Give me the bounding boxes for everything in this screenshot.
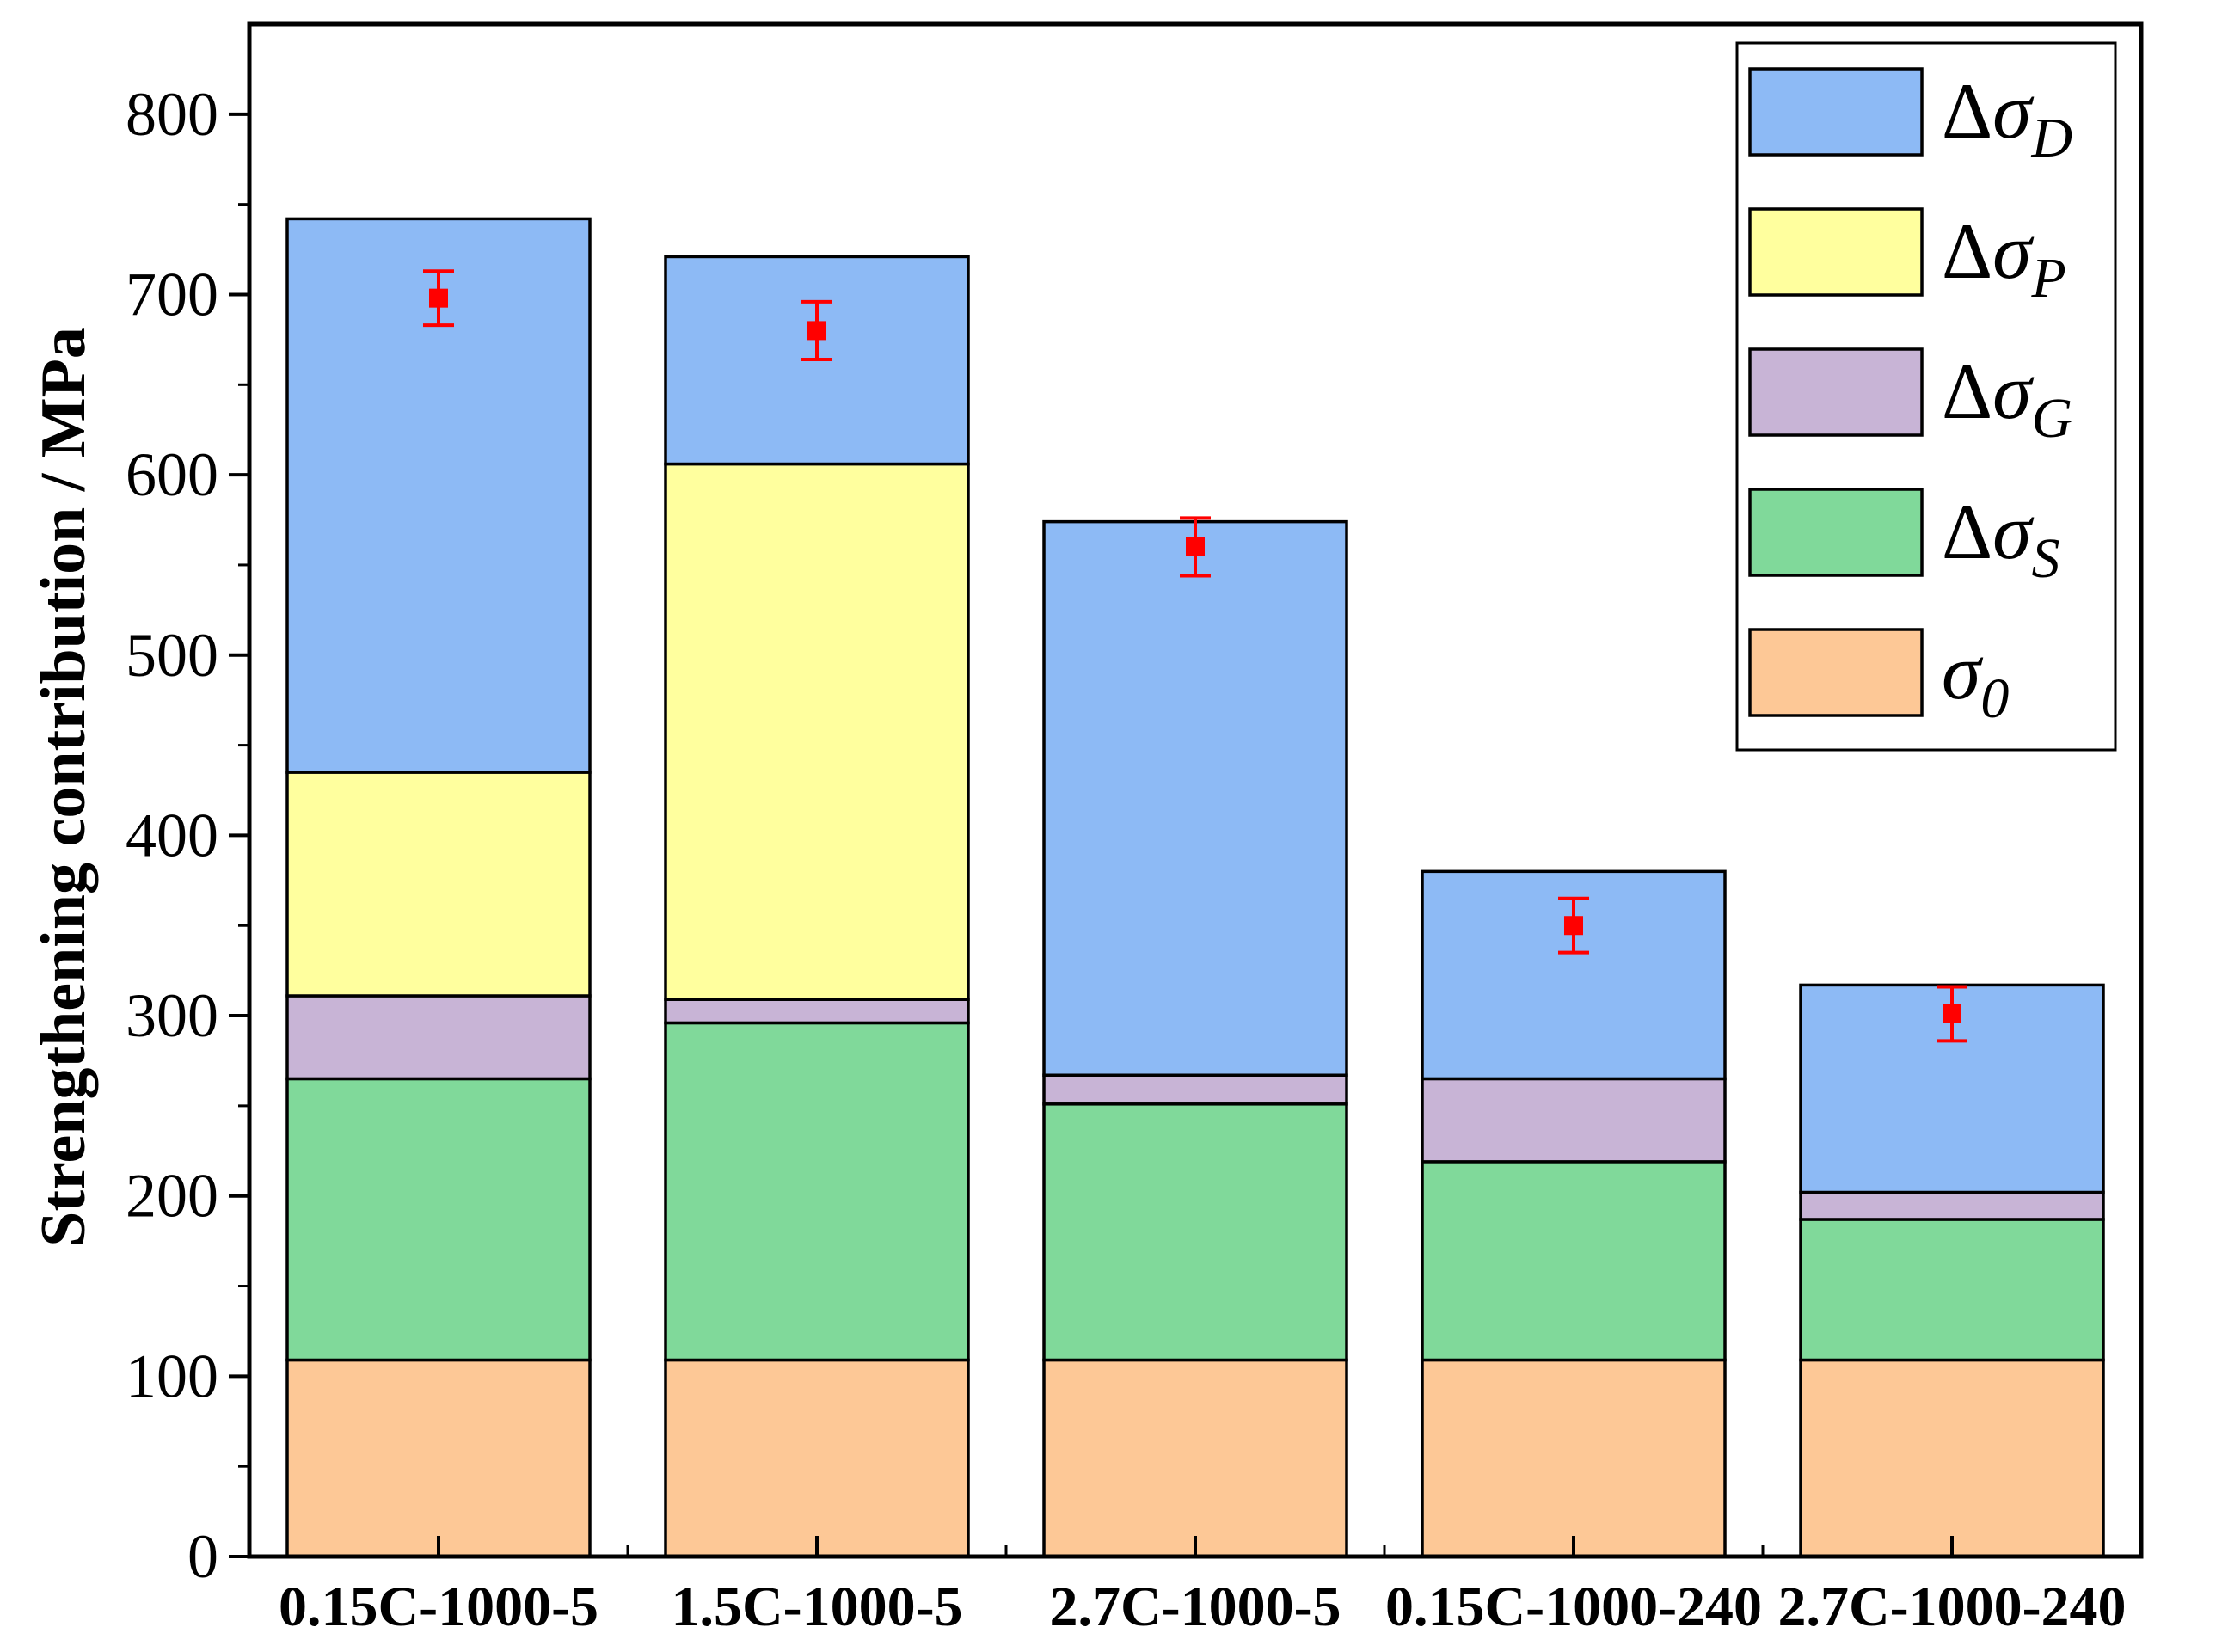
y-tick-label-1: 100 <box>126 1342 218 1410</box>
legend-item-sP: ΔσP <box>1748 207 2066 310</box>
y-tick-label-8: 800 <box>126 80 218 149</box>
bar-segment-s0-4 <box>1799 1358 2105 1558</box>
bar-segment-sP-1 <box>664 462 970 1001</box>
bar-segment-sG-3 <box>1421 1077 1727 1164</box>
axes-layer: 0 100 200 300 400 500 600 700 800 0.15C-1000-5 1.5… <box>126 21 2144 1638</box>
measured-point-3 <box>1558 896 1589 955</box>
y-tick-label-6: 600 <box>126 440 218 509</box>
x-category-label-1: 1.5C-1000-5 <box>671 1575 962 1638</box>
bar-segment-sG-4 <box>1799 1190 2105 1221</box>
y-tick-label-5: 500 <box>126 621 218 690</box>
legend-label-sG: ΔσG <box>1942 347 2072 450</box>
y-tick-label-7: 700 <box>126 260 218 329</box>
legend-item-sG: ΔσG <box>1748 347 2072 450</box>
bar-segment-s0-2 <box>1042 1358 1348 1558</box>
y-tick-label-4: 400 <box>126 801 218 869</box>
y-axis-title: Strengthening contribution / MPa <box>28 327 99 1247</box>
bar-segment-sS-0 <box>285 1077 592 1362</box>
legend-swatch-sP <box>1748 207 1924 297</box>
legend-label-sS: ΔσS <box>1942 488 2060 590</box>
bar-segment-sS-3 <box>1421 1160 1727 1362</box>
legend-label-s0: σ0 <box>1942 628 2009 730</box>
x-category-label-2: 2.7C-1000-5 <box>1049 1575 1341 1638</box>
legend-label-sP: ΔσP <box>1942 207 2066 310</box>
measured-point-2 <box>1180 516 1211 578</box>
legend-item-sD: ΔσD <box>1748 67 2072 169</box>
bar-segment-sP-0 <box>285 771 592 998</box>
legend-swatch-sD <box>1748 67 1924 157</box>
measured-point-4 <box>1937 985 1967 1043</box>
legend-label-sD: ΔσD <box>1942 67 2072 169</box>
bar-segment-s0-3 <box>1421 1358 1727 1558</box>
bar-segment-sG-1 <box>664 998 970 1025</box>
legend-swatch-sG <box>1748 347 1924 437</box>
errors-layer <box>423 269 1967 1043</box>
bar-segment-s0-1 <box>664 1358 970 1558</box>
bar-segment-s0-0 <box>285 1358 592 1558</box>
legend-swatch-s0 <box>1748 628 1924 717</box>
bar-segment-sD-2 <box>1042 519 1348 1077</box>
measured-point-0 <box>423 269 454 328</box>
bar-segment-sS-1 <box>664 1021 970 1362</box>
bar-segment-sS-2 <box>1042 1102 1348 1362</box>
legend-swatch-sS <box>1748 488 1924 577</box>
x-category-label-3: 0.15C-1000-240 <box>1385 1575 1762 1638</box>
measured-point-1 <box>801 299 832 361</box>
y-tick-label-3: 300 <box>126 981 218 1050</box>
y-tick-label-0: 0 <box>187 1522 218 1591</box>
x-category-label-4: 2.7C-1000-240 <box>1777 1575 2126 1638</box>
legend-layer: ΔσD ΔσP ΔσG ΔσS σ0 <box>1735 41 2117 752</box>
bar-segment-sS-4 <box>1799 1218 2105 1362</box>
y-tick-label-2: 200 <box>126 1162 218 1231</box>
legend-item-sS: ΔσS <box>1748 488 2060 590</box>
bar-segment-sG-0 <box>285 994 592 1081</box>
legend-item-s0: σ0 <box>1748 628 2009 730</box>
bar-segment-sG-2 <box>1042 1073 1348 1106</box>
x-category-label-0: 0.15C-1000-5 <box>279 1575 598 1638</box>
bars-layer <box>285 217 2105 1558</box>
